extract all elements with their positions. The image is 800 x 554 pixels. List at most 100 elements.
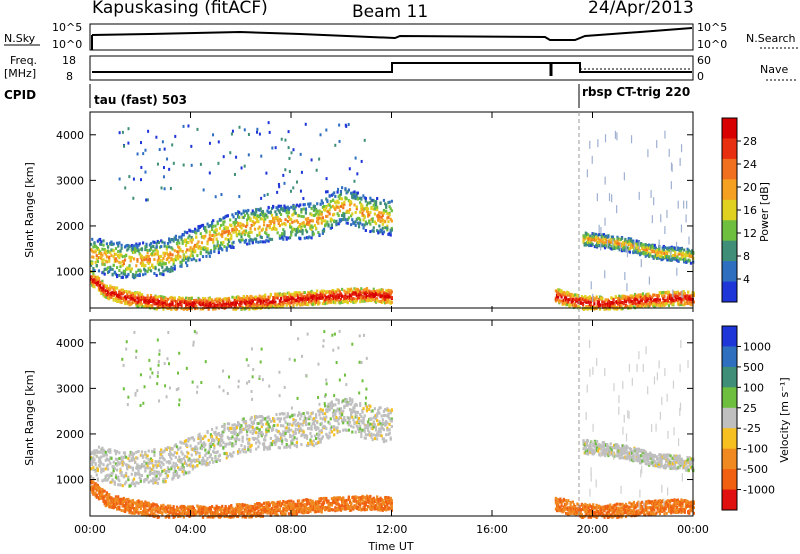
echo-cell	[302, 196, 305, 200]
beam-title: Beam 11	[352, 2, 428, 22]
echo-cell	[293, 436, 296, 440]
echo-cell	[659, 301, 663, 305]
echo-cell	[218, 244, 222, 248]
echo-cell	[139, 293, 142, 297]
echo-cell	[363, 223, 366, 227]
power-ylabel: Slant Range [km]	[23, 162, 36, 258]
echo-cell	[266, 420, 269, 424]
echo-cell	[312, 420, 315, 424]
echo-cell	[144, 450, 147, 454]
echo-cell	[262, 214, 266, 218]
echo-cell	[262, 438, 266, 442]
echo-cell	[686, 247, 689, 251]
echo-cell	[149, 305, 153, 309]
echo-cell	[236, 450, 240, 454]
echo-cell	[641, 244, 644, 248]
echo-cell	[238, 195, 241, 199]
echo-cell	[201, 456, 205, 460]
echo-cell	[90, 263, 93, 267]
echo-cell	[113, 270, 116, 274]
freq-trace	[92, 62, 692, 73]
echo-cell	[637, 295, 640, 299]
echo-cell	[571, 299, 574, 303]
echo-cell	[346, 217, 349, 221]
echo-cell	[126, 248, 129, 252]
echo-cell	[575, 298, 578, 302]
echo-cell	[249, 303, 252, 307]
echo-cell	[313, 299, 317, 303]
echo-cell	[259, 304, 262, 308]
echo-cell	[102, 270, 105, 274]
echo-cell	[233, 423, 236, 427]
echo-cell	[612, 305, 615, 309]
echo-cell	[266, 192, 269, 196]
echo-cell	[344, 295, 347, 299]
echo-cell	[661, 255, 664, 259]
echo-cell	[217, 140, 220, 144]
echo-cell	[274, 227, 277, 231]
echo-cell	[182, 441, 185, 445]
echo-cell	[187, 437, 190, 441]
echo-cell	[153, 470, 156, 474]
echo-cell	[326, 301, 329, 305]
echo-cell	[243, 229, 246, 233]
echo-cell	[307, 427, 310, 431]
echo-cell	[111, 291, 114, 295]
echo-cell	[685, 295, 689, 299]
echo-cell	[333, 300, 336, 304]
echo-cell	[212, 442, 215, 446]
echo-cell	[255, 441, 258, 445]
echo-cell	[206, 456, 209, 460]
echo-cell	[97, 252, 101, 256]
echo-cell	[225, 230, 228, 234]
echo-cell	[319, 416, 322, 420]
echo-cell	[100, 461, 103, 465]
echo-cell	[253, 221, 257, 225]
echo-cell	[137, 300, 140, 304]
echo-cell	[260, 217, 263, 221]
echo-cell	[122, 474, 125, 478]
echo-cell	[117, 242, 120, 246]
echo-cell	[191, 301, 194, 305]
echo-cell	[347, 188, 350, 192]
echo-cell	[615, 246, 618, 250]
echo-cell	[144, 268, 147, 272]
echo-cell	[307, 202, 310, 206]
echo-cell	[162, 450, 165, 454]
echo-cell	[296, 213, 300, 217]
echo-cell	[317, 433, 320, 437]
echo-cell	[102, 287, 105, 291]
echo-cell	[90, 281, 93, 285]
echo-cell	[236, 221, 240, 225]
echo-cell	[648, 302, 651, 306]
echo-cell	[160, 472, 163, 476]
echo-cell	[144, 170, 147, 174]
echo-cell	[214, 298, 217, 302]
echo-cell	[383, 293, 387, 297]
echo-cell	[127, 477, 130, 481]
echo-cell	[144, 301, 147, 305]
echo-cell	[231, 444, 234, 448]
echo-cell	[308, 297, 311, 301]
echo-cell	[598, 244, 601, 248]
echo-cell	[316, 432, 319, 436]
echo-cell	[166, 446, 170, 450]
echo-cell	[311, 295, 314, 299]
echo-cell	[145, 242, 148, 246]
echo-cell	[260, 212, 263, 216]
echo-cell	[369, 294, 372, 298]
echo-cell	[249, 218, 252, 222]
echo-cell	[226, 299, 230, 303]
echo-cell	[149, 252, 153, 256]
echo-cell	[319, 133, 322, 137]
echo-cell	[385, 209, 388, 213]
echo-cell	[309, 415, 312, 419]
echo-cell	[326, 296, 329, 300]
echo-cell	[204, 298, 207, 302]
echo-cell	[284, 437, 287, 441]
echo-cell	[250, 299, 253, 303]
echo-cell	[230, 236, 233, 240]
echo-cell	[189, 299, 192, 303]
echo-cell	[224, 230, 227, 234]
echo-cell	[610, 304, 613, 308]
